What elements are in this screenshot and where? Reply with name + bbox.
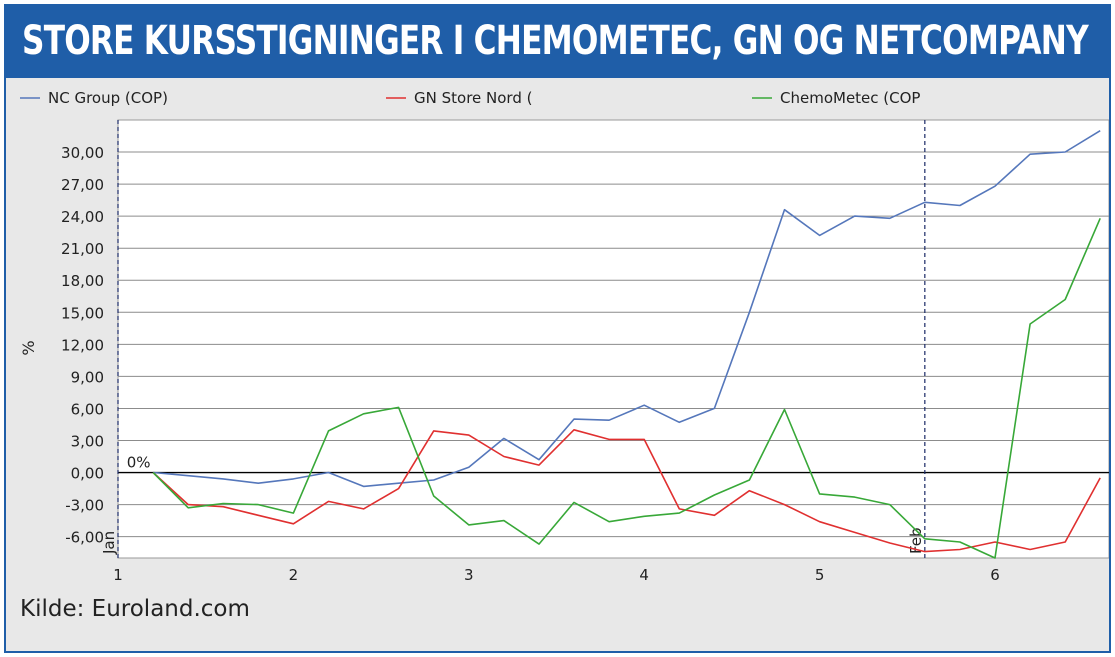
legend-entry: GN Store Nord (	[414, 89, 532, 107]
x-tick-label: 2	[289, 566, 299, 584]
line-chart: NC Group (COP) GN Store Nord ( ChemoMetec …	[6, 78, 1109, 588]
chart-frame: STORE KURSSTIGNINGER I CHEMOMETEC, GN OG…	[4, 4, 1111, 653]
x-tick-label: 3	[464, 566, 474, 584]
y-tick-label: 0,00	[71, 465, 104, 483]
series-line	[152, 217, 1101, 559]
zero-percent-label: 0%	[127, 454, 151, 472]
y-tick-label: 30,00	[61, 144, 104, 162]
legend: NC Group (COP) GN Store Nord ( ChemoMetec …	[20, 89, 920, 107]
y-tick-label: 18,00	[61, 272, 104, 290]
grid-lines	[118, 151, 1109, 538]
series-line	[152, 428, 1101, 553]
month-marker-label: Jan	[100, 531, 118, 555]
chart-title: STORE KURSSTIGNINGER I CHEMOMETEC, GN OG…	[22, 18, 1089, 64]
y-tick-label: 12,00	[61, 336, 104, 354]
y-tick-label: 15,00	[61, 304, 104, 322]
y-tick-label: 6,00	[71, 400, 104, 418]
y-tick-label: 24,00	[61, 208, 104, 226]
legend-entry: ChemoMetec (COP	[780, 89, 920, 107]
y-tick-label: -3,00	[65, 497, 104, 515]
x-tick-label: 1	[113, 566, 123, 584]
y-tick-label: 27,00	[61, 176, 104, 194]
y-tick-label: 3,00	[71, 432, 104, 450]
title-bar: STORE KURSSTIGNINGER I CHEMOMETEC, GN OG…	[6, 6, 1109, 78]
y-axis-label: %	[19, 340, 38, 355]
series-line	[153, 130, 1101, 488]
y-tick-label: -6,00	[65, 529, 104, 547]
series-lines	[152, 130, 1101, 559]
x-tick-label: 5	[815, 566, 825, 584]
y-axis: 30,00 27,00 24,00 21,00 18,00 15,00 12,00 9,00 6…	[61, 144, 104, 547]
plot-area	[117, 119, 1109, 559]
y-tick-label: 9,00	[71, 368, 104, 386]
source-label: Kilde: Euroland.com	[20, 596, 250, 622]
x-tick-label: 6	[990, 566, 1000, 584]
y-tick-label: 21,00	[61, 240, 104, 258]
x-axis: 1 2 3 4 5 6	[113, 566, 1000, 584]
legend-entry: NC Group (COP)	[48, 89, 168, 107]
x-tick-label: 4	[639, 566, 649, 584]
